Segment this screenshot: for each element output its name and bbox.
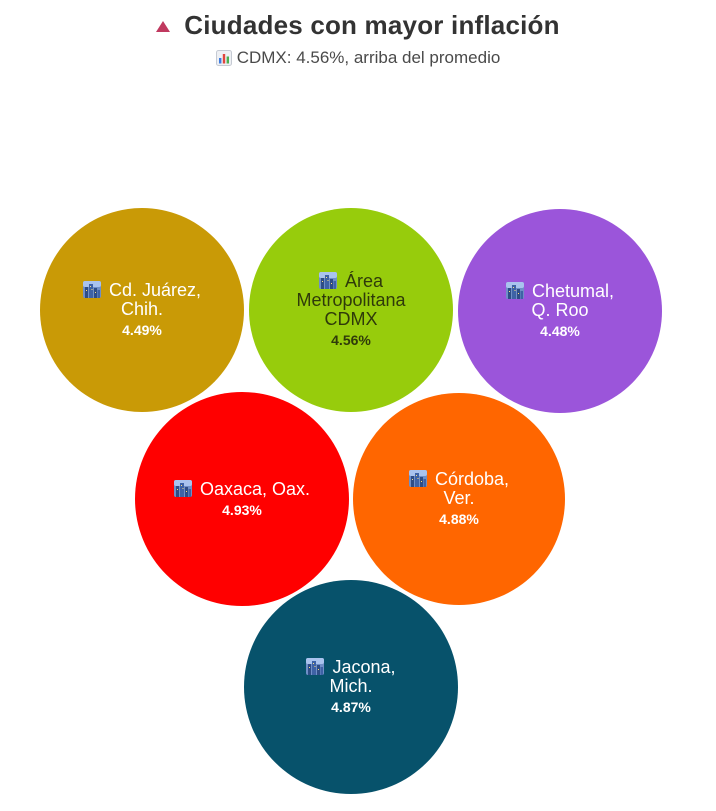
cityscape-icon [505,282,524,299]
title-row: Ciudades con mayor inflación [0,8,716,42]
bubble-value: 4.93% [222,501,262,518]
bubble-label-line: CDMX [324,308,378,329]
bubble-label-line: Chetumal, [531,281,615,301]
bubble-6: Jacona, Mich. 4.87% [244,580,458,794]
bubble-label: Córdoba, Ver. [408,469,510,508]
bubble-label: Chetumal, Q. Roo [505,281,615,320]
bubble-label: Oaxaca, Oax. [173,478,311,499]
subtitle-row: CDMX: 4.56%, arriba del promedio [0,46,716,70]
triangle-up-icon [156,20,171,32]
bubble-label: Área Metropolitana CDMX [296,270,406,329]
bubble-value: 4.87% [331,699,371,715]
bubble-4: Oaxaca, Oax. 4.93% [135,392,349,606]
chart-title: Ciudades con mayor inflación [184,9,560,40]
bubble-label-line: Área [344,270,383,291]
bubble-label-line: Jacona, [332,657,396,677]
chart-subtitle: CDMX: 4.56%, arriba del promedio [236,48,501,67]
bubble-5: Córdoba, Ver. 4.88% [353,393,565,605]
bubble-label: Jacona, Mich. [306,657,396,696]
bubble-label-line: Q. Roo [531,300,589,320]
bubble-value: 4.48% [540,323,580,339]
bubble-label-line: Cd. Juárez, [108,280,202,300]
bubble-label-line: Ver. [443,488,475,508]
cityscape-icon [408,470,427,487]
bubble-2: Área Metropolitana CDMX 4.56% [249,208,453,412]
bubble-label-line: Metropolitana [296,289,406,310]
cityscape-icon [173,479,192,497]
bubble-value: 4.88% [439,511,479,527]
bubble-value: 4.49% [122,322,162,338]
bubble-label-line: Chih. [120,299,163,319]
bubble-label-line: Mich. [329,676,373,696]
bubble-label: Cd. Juárez, Chih. [82,280,202,319]
bar-chart-icon [215,50,232,66]
cityscape-icon [306,658,325,675]
cityscape-icon [82,281,101,298]
chart-header: Ciudades con mayor inflación CDMX: 4.56%… [0,8,716,70]
cityscape-icon [318,271,337,289]
bubble-1: Cd. Juárez, Chih. 4.49% [40,208,244,412]
bubble-3: Chetumal, Q. Roo 4.48% [458,209,662,413]
bubble-label-line: Córdoba, [434,469,510,489]
bubble-label-line: Oaxaca, Oax. [199,478,311,499]
bubble-value: 4.56% [331,331,371,348]
